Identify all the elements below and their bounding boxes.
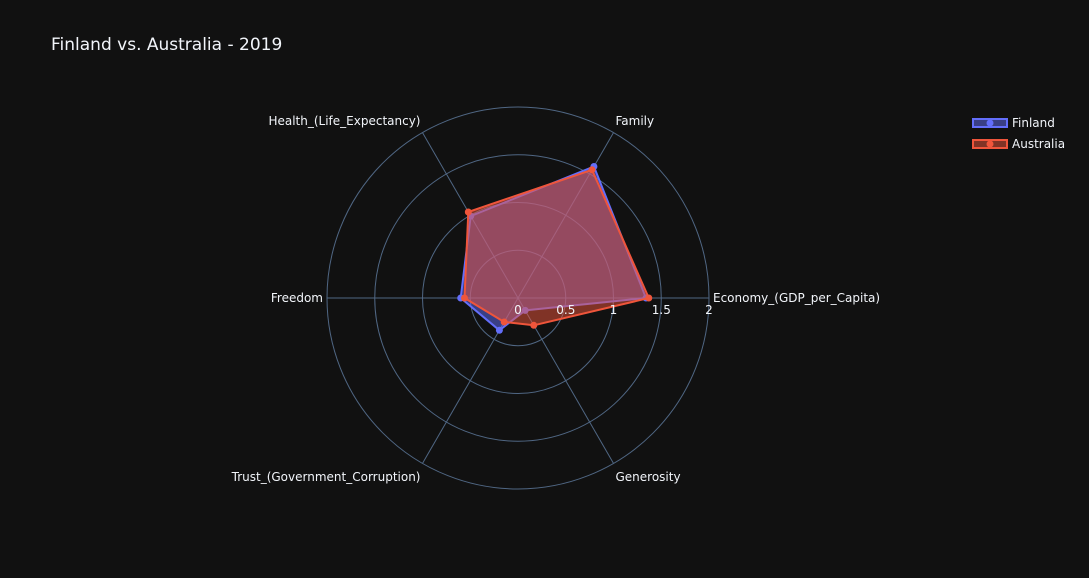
legend-marker: [986, 140, 994, 148]
legend-label: Finland: [1012, 116, 1055, 130]
point-australia-0[interactable]: [645, 294, 653, 302]
legend-label: Australia: [1012, 137, 1065, 151]
axis-label-0: Economy_(GDP_per_Capita): [713, 291, 880, 305]
point-australia-5[interactable]: [530, 321, 538, 329]
point-australia-1[interactable]: [588, 166, 596, 174]
radial-tick-labels: 0 0.5 1 1.5 2: [514, 303, 713, 317]
angular-axis-labels: Economy_(GDP_per_Capita) Family Health_(Li…: [231, 114, 880, 484]
axis-label-2: Health_(Life_Expectancy): [268, 114, 420, 128]
point-finland-4[interactable]: [495, 326, 503, 334]
point-australia-2[interactable]: [464, 208, 472, 216]
axis-label-4: Trust_(Government_Corruption): [231, 470, 421, 484]
radial-tick-label: 0: [514, 303, 522, 317]
radial-tick-label: 1: [610, 303, 618, 317]
axis-label-1: Family: [616, 114, 655, 128]
radial-tick-label: 1.5: [652, 303, 671, 317]
chart-title: Finland vs. Australia - 2019: [51, 35, 282, 55]
legend-item-finland[interactable]: Finland: [972, 116, 1055, 130]
legend-item-australia[interactable]: Australia: [972, 137, 1065, 151]
radar-series: [457, 163, 653, 334]
axis-label-5: Generosity: [616, 470, 681, 484]
axis-label-3: Freedom: [271, 291, 323, 305]
legend[interactable]: Finland Australia: [972, 116, 1065, 151]
point-australia-3[interactable]: [461, 294, 468, 302]
radial-tick-label: 0.5: [556, 303, 575, 317]
point-australia-4[interactable]: [500, 318, 508, 326]
radial-tick-label: 2: [705, 303, 713, 317]
series-area-australia[interactable]: [463, 168, 650, 327]
legend-marker: [986, 119, 994, 127]
